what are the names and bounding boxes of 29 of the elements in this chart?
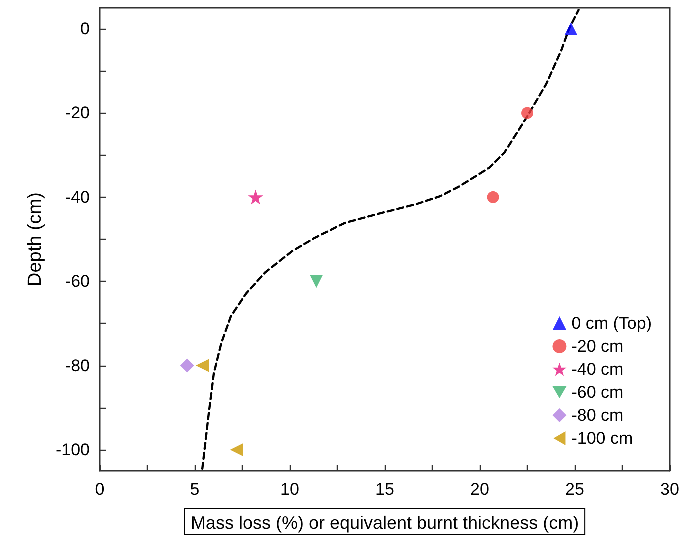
point (487, 191, 500, 204)
point (180, 358, 194, 373)
x-tick-label: 0 (95, 480, 105, 499)
point (522, 107, 534, 120)
y-tick-label: -100 (56, 440, 90, 460)
x-tick-label: 15 (376, 480, 394, 499)
x-tick-label: 10 (280, 480, 300, 499)
x-tick-label: 20 (470, 480, 490, 499)
y-tick-label: -40 (65, 188, 90, 207)
legend-label: -60 cm (572, 383, 624, 402)
y-axis-title: Depth (cm) (25, 192, 46, 286)
y-tick-label: -80 (65, 356, 90, 376)
legend-label: -80 cm (572, 406, 624, 425)
y-tick-label: -20 (65, 104, 90, 123)
x-axis-title: Mass loss (%) or equivalent burnt thickness (cm) (190, 513, 580, 533)
legend-label: -20 cm (572, 337, 624, 356)
legend-label: -40 cm (572, 360, 624, 379)
point (564, 22, 578, 36)
point (310, 275, 324, 288)
y-tick-label: 0 (80, 20, 90, 39)
legend-label: 0 cm (Top) (572, 314, 652, 333)
x-tick-label: 5 (190, 480, 200, 499)
y-tick-label: -60 (65, 272, 90, 292)
point (230, 443, 244, 456)
point (196, 359, 210, 372)
x-tick-label: 30 (660, 480, 680, 499)
legend-label: -100 cm (572, 429, 634, 448)
x-tick-label: 25 (566, 480, 584, 499)
point (248, 190, 264, 205)
